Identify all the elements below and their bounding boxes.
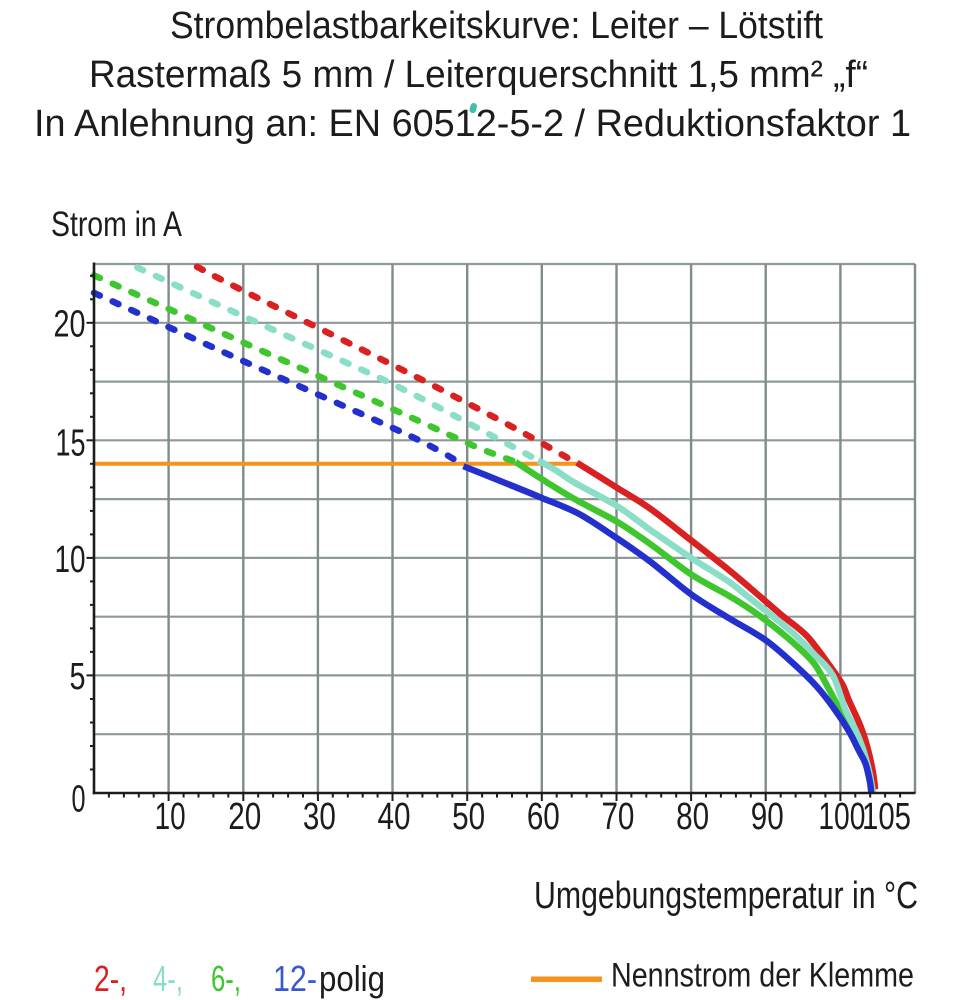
svg-text:6-,: 6-, (211, 958, 241, 999)
svg-text:10: 10 (55, 539, 86, 581)
svg-text:20: 20 (54, 304, 86, 346)
svg-text:Strom in A: Strom in A (51, 205, 183, 244)
svg-text:70: 70 (601, 796, 634, 838)
svg-text:105: 105 (862, 796, 911, 838)
svg-text:100: 100 (818, 796, 865, 838)
svg-text:15: 15 (56, 422, 86, 464)
svg-text:4-,: 4-, (153, 958, 183, 999)
svg-text:Nennstrom der Klemme: Nennstrom der Klemme (611, 957, 914, 995)
svg-text:0: 0 (72, 779, 86, 821)
svg-text:Umgebungstemperatur in °C: Umgebungstemperatur in °C (534, 875, 918, 917)
svg-text:10: 10 (155, 796, 186, 838)
svg-text:2-,: 2-, (94, 958, 127, 999)
svg-text:20: 20 (228, 796, 261, 838)
svg-text:50: 50 (452, 796, 485, 838)
svg-text:30: 30 (303, 796, 336, 838)
svg-text:Strombelastbarkeitskurve: Leit: Strombelastbarkeitskurve: Leiter – Lötst… (170, 5, 823, 47)
svg-text:polig: polig (319, 958, 385, 999)
svg-text:40: 40 (378, 796, 411, 838)
svg-text:90: 90 (751, 796, 784, 838)
svg-text:Rastermaß 5 mm / Leiterquersch: Rastermaß 5 mm / Leiterquerschnitt 1,5 m… (89, 54, 868, 96)
svg-text:60: 60 (527, 796, 560, 838)
svg-text:80: 80 (676, 796, 709, 838)
svg-text:5: 5 (70, 656, 86, 698)
svg-text:12-: 12- (273, 958, 317, 999)
